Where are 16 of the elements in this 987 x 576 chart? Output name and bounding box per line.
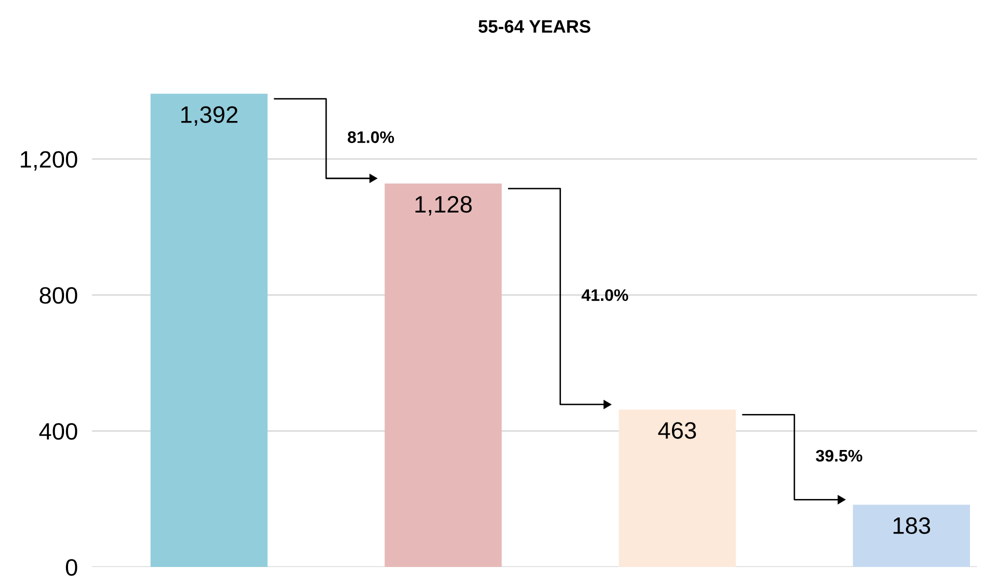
y-tick-label: 400 (39, 423, 78, 440)
bar (852, 504, 970, 567)
data-label: 1,128 (415, 196, 472, 216)
y-tick-label: 0 (66, 559, 78, 576)
annotation: 39.5% (816, 450, 862, 462)
bar (618, 410, 736, 567)
bar (384, 183, 502, 567)
data-label: 183 (894, 517, 930, 534)
annotation: 81.0% (348, 131, 394, 144)
data-label: 463 (658, 422, 696, 439)
chart-title: 55-64 YEARS (478, 20, 590, 33)
y-tick-label: 800 (40, 287, 78, 304)
bar (150, 94, 268, 567)
annotation: 41.0% (582, 289, 628, 302)
y-tick-label: 1,200 (20, 151, 78, 171)
data-label: 1,392 (181, 106, 238, 126)
